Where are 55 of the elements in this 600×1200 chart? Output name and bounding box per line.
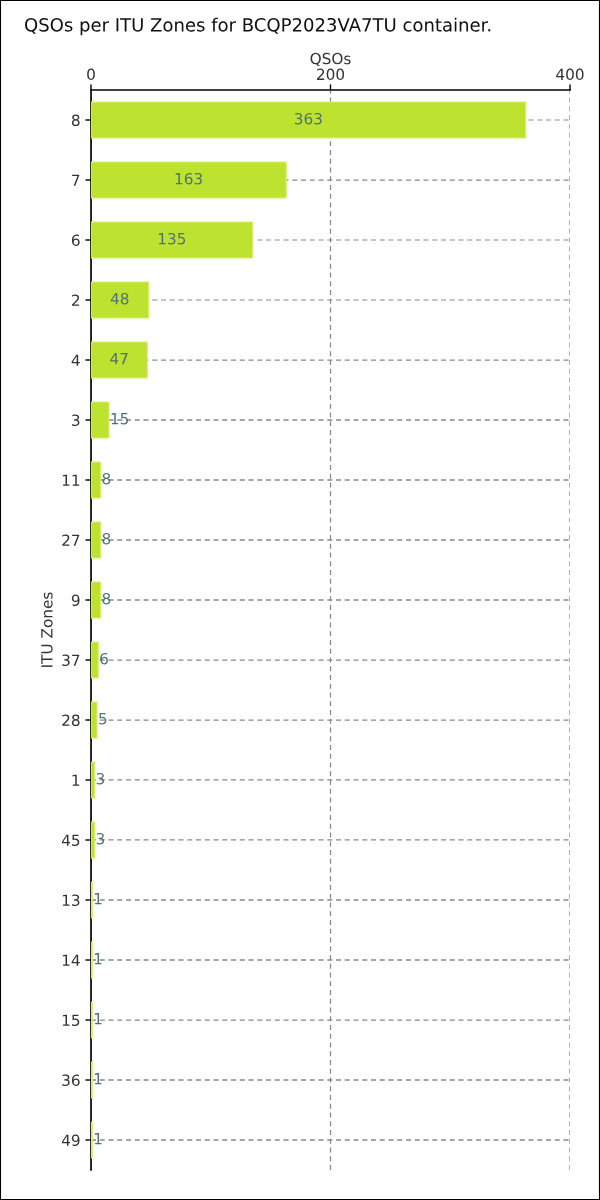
data-label: 6	[100, 652, 108, 665]
y-tick-label: 4	[71, 354, 80, 366]
bar	[91, 281, 150, 319]
data-label: 1	[94, 1073, 102, 1085]
y-tick-label: 27	[62, 534, 80, 546]
x-tick-label: 200	[317, 68, 345, 81]
bar	[91, 161, 287, 199]
y-tick-label: 2	[72, 294, 80, 306]
data-label: 8	[102, 472, 111, 485]
x-axis-title: QSOs	[310, 52, 351, 67]
y-tick-label: 14	[62, 954, 80, 966]
y-tick-label: 3	[72, 414, 80, 427]
y-tick-label: 13	[62, 894, 80, 907]
bar	[91, 341, 148, 379]
y-tick-label: 37	[62, 654, 80, 667]
y-tick-label: 9	[71, 594, 80, 607]
y-tick-label: 11	[62, 474, 80, 486]
data-label: 48	[110, 292, 129, 305]
data-label: 1	[94, 893, 102, 905]
y-tick-label: 45	[61, 834, 80, 847]
bar	[91, 401, 110, 439]
bar	[91, 101, 527, 139]
y-axis-title: ITU Zones	[41, 592, 53, 667]
x-tick-label: 400	[556, 68, 584, 81]
data-label: 3	[96, 772, 105, 785]
x-tick-label: 0	[87, 68, 95, 81]
y-tick-label: 6	[71, 234, 80, 247]
data-label: 363	[294, 112, 322, 125]
bar	[91, 821, 96, 859]
data-label: 8	[102, 532, 111, 545]
chart-title: QSOs per ITU Zones for BCQP2023VA7TU container.	[25, 17, 491, 36]
bar	[91, 761, 96, 799]
data-label: 8	[102, 592, 111, 605]
y-tick-label: 36	[62, 1074, 80, 1087]
bar	[91, 701, 98, 739]
y-tick-label: 8	[71, 114, 80, 127]
bar	[91, 521, 102, 559]
y-tick-label: 1	[72, 774, 80, 786]
bar	[91, 221, 254, 259]
y-tick-label: 28	[62, 714, 80, 727]
data-label: 47	[110, 353, 128, 365]
y-tick-label: 7	[72, 174, 80, 186]
bar	[91, 641, 99, 679]
data-label: 1	[94, 1133, 102, 1145]
data-label: 1	[94, 1013, 102, 1025]
data-label: 135	[158, 232, 186, 245]
data-label: 1	[94, 953, 102, 965]
data-label: 163	[175, 172, 202, 185]
bar	[91, 581, 102, 619]
data-label: 15	[111, 413, 129, 425]
data-label: 5	[99, 713, 107, 725]
y-tick-label: 15	[62, 1014, 80, 1027]
bar	[91, 461, 102, 499]
data-label: 3	[96, 832, 105, 845]
y-tick-label: 49	[61, 1134, 80, 1147]
